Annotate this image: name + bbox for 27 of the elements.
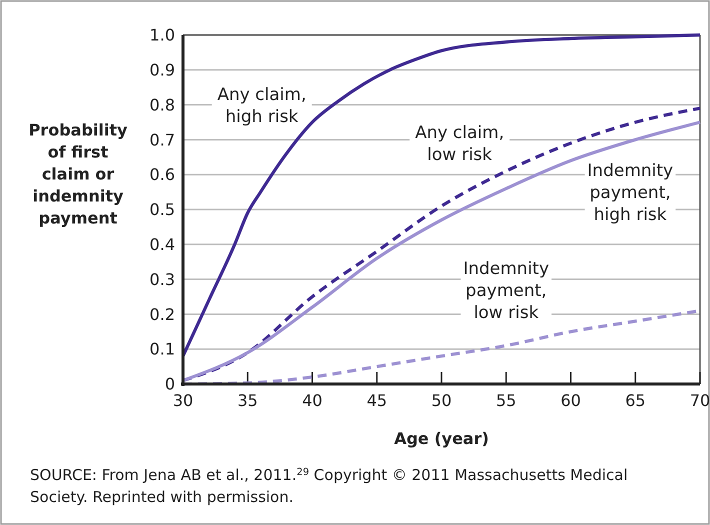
y-tick-label: 0.9 — [150, 60, 175, 80]
y-tick-label: 1.0 — [150, 26, 175, 45]
x-tick-label: 40 — [302, 391, 322, 410]
x-tick-label: 65 — [625, 391, 646, 410]
y-tick-label: 0.5 — [150, 200, 175, 220]
series-label: Indemnity payment, high risk — [587, 161, 674, 226]
x-tick-label: 30 — [172, 391, 194, 410]
y-tick-label: 0 — [164, 374, 175, 394]
x-tick-label: 55 — [496, 391, 516, 410]
y-tick-label: 0.1 — [150, 340, 175, 359]
x-tick-label: 50 — [431, 391, 452, 410]
y-tick-label: 0.7 — [150, 130, 175, 150]
y-axis-title: Probability of first claim or indemnity payment — [28, 120, 128, 228]
series-label: Any claim, high risk — [217, 84, 306, 127]
series-label: Indemnity payment, low risk — [463, 258, 550, 323]
y-tick-label: 0.8 — [150, 95, 175, 114]
y-tick-label: 0.6 — [150, 165, 175, 184]
x-axis-title: Age (year) — [394, 429, 489, 448]
y-tick-label: 0.2 — [150, 304, 175, 324]
x-tick-label: 35 — [237, 391, 258, 410]
series-label: Any claim, low risk — [415, 123, 504, 166]
x-tick-label: 70 — [690, 391, 710, 410]
x-tick-label: 60 — [560, 391, 581, 410]
x-tick-label: 45 — [366, 391, 388, 410]
y-tick-label: 0.3 — [150, 270, 175, 289]
y-tick-label: 0.4 — [150, 235, 175, 254]
text: SOURCE: From Jena AB et al., 2011.$^{29}$ Copyright © 2011 Massachusetts Medical Society. Reprinted with permission. — [30, 466, 628, 506]
